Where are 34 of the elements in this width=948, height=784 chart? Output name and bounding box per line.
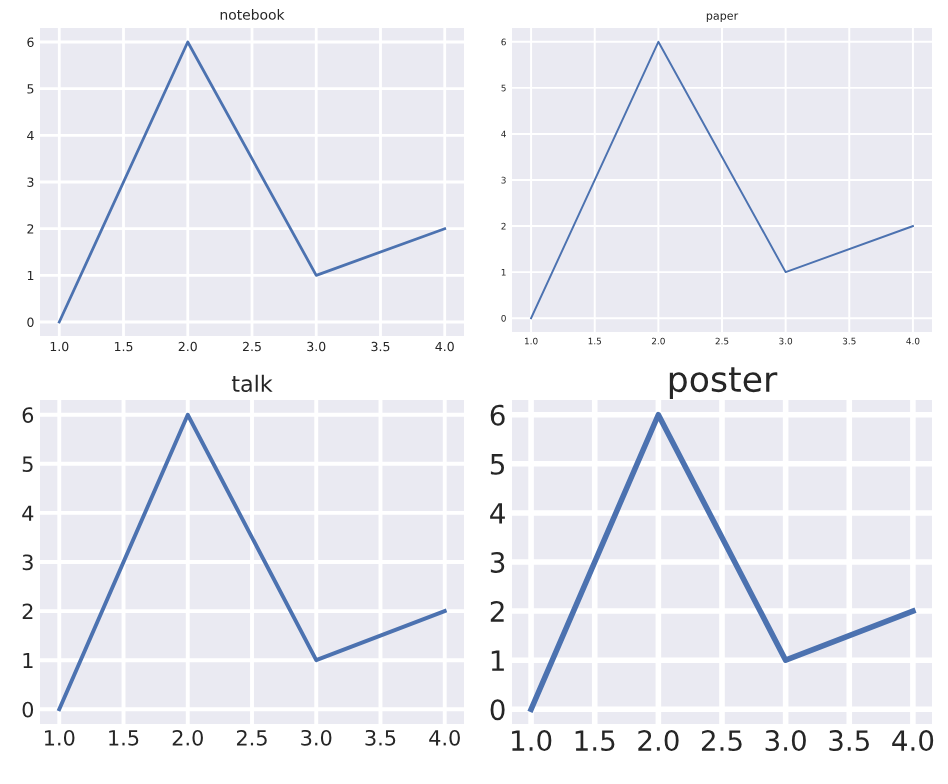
chart-title: talk: [231, 374, 273, 392]
y-tick-label: 4: [490, 503, 505, 524]
x-tick-label: 4.0: [892, 730, 934, 752]
y-tick-label: 6: [22, 407, 34, 423]
y-tick-label: 3: [490, 551, 505, 573]
y-tick-label: 4: [22, 505, 34, 521]
x-tick-label: 2.0: [638, 730, 679, 752]
x-tick-label: 1.0: [512, 730, 552, 752]
x-tick-label: 3.5: [829, 730, 869, 752]
line-series: [530, 40, 914, 320]
y-tick-label: 2: [490, 601, 504, 622]
x-tick-label: 1.5: [575, 730, 615, 752]
y-tick-label: 0: [490, 699, 505, 721]
chart-title: poster: [669, 367, 778, 399]
x-tick-label: 1.0: [45, 729, 75, 746]
y-tick-label: 3: [22, 554, 33, 571]
y-tick-label: 5: [22, 456, 33, 473]
x-tick-label: 2.5: [236, 729, 267, 746]
x-tick-label: 2.0: [172, 729, 203, 746]
x-tick-label: 4.0: [429, 729, 460, 746]
y-tick-label: 0: [22, 701, 34, 718]
y-tick-label: 6: [490, 404, 505, 426]
x-tick-label: 2.5: [701, 730, 742, 752]
line-series: [528, 411, 916, 713]
y-tick-label: 5: [490, 454, 505, 475]
y-tick-label: 1: [23, 652, 33, 669]
line-series: [57, 412, 447, 712]
x-tick-label: 3.0: [301, 729, 332, 746]
line-series: [57, 40, 447, 324]
y-tick-label: 2: [22, 603, 33, 620]
y-tick-label: 1: [491, 650, 504, 671]
x-tick-label: 1.5: [109, 730, 139, 746]
x-tick-label: 3.0: [765, 730, 806, 752]
x-tick-label: 3.5: [365, 729, 396, 746]
